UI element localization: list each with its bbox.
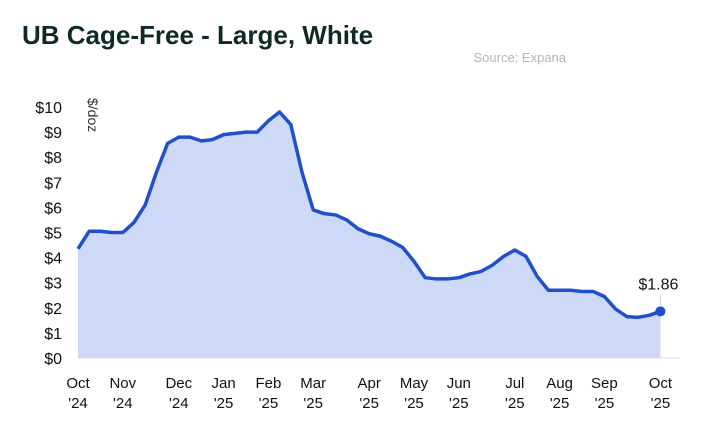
y-tick-label: $10 bbox=[35, 100, 62, 117]
end-point bbox=[655, 306, 666, 317]
source: Source: Expana bbox=[473, 50, 566, 65]
x-tick-label: Aug '25 bbox=[546, 375, 573, 412]
x-tick-label: Mar '25 bbox=[300, 375, 326, 412]
x-tick-label: May '25 bbox=[400, 375, 429, 412]
y-tick-label: $4 bbox=[44, 251, 62, 268]
x-tick-label: Jan '25 bbox=[212, 375, 236, 412]
x-tick-label: Feb '25 bbox=[255, 375, 281, 412]
x-tick-label: Dec '24 bbox=[165, 375, 192, 412]
x-tick-label: Jul '25 bbox=[505, 375, 525, 412]
y-tick-label: $5 bbox=[44, 226, 62, 243]
y-tick-label: $3 bbox=[44, 276, 62, 293]
chart-title: UB Cage-Free - Large, White bbox=[22, 20, 373, 50]
x-tick-label: Nov '24 bbox=[109, 375, 136, 412]
x-tick-label: Jun '25 bbox=[447, 375, 471, 412]
y-tick-label: $7 bbox=[44, 175, 62, 192]
y-axis-label: $/doz bbox=[85, 98, 101, 132]
y-tick-label: $6 bbox=[44, 200, 62, 217]
y-tick-label: $2 bbox=[44, 301, 62, 318]
y-tick-label: $1 bbox=[44, 326, 62, 343]
line bbox=[76, 110, 661, 320]
x-tick-label: Oct '25 bbox=[649, 375, 673, 412]
y-tick-label: $0 bbox=[44, 351, 62, 368]
y-tick-label: $8 bbox=[44, 150, 62, 167]
y-tick-label: $9 bbox=[44, 125, 62, 142]
x-tick-label: Apr '25 bbox=[358, 375, 381, 412]
value-label: $1.86 bbox=[638, 276, 678, 293]
x-tick-label: Oct '24 bbox=[66, 375, 90, 412]
x-tick-label: Sep '25 bbox=[591, 375, 618, 412]
